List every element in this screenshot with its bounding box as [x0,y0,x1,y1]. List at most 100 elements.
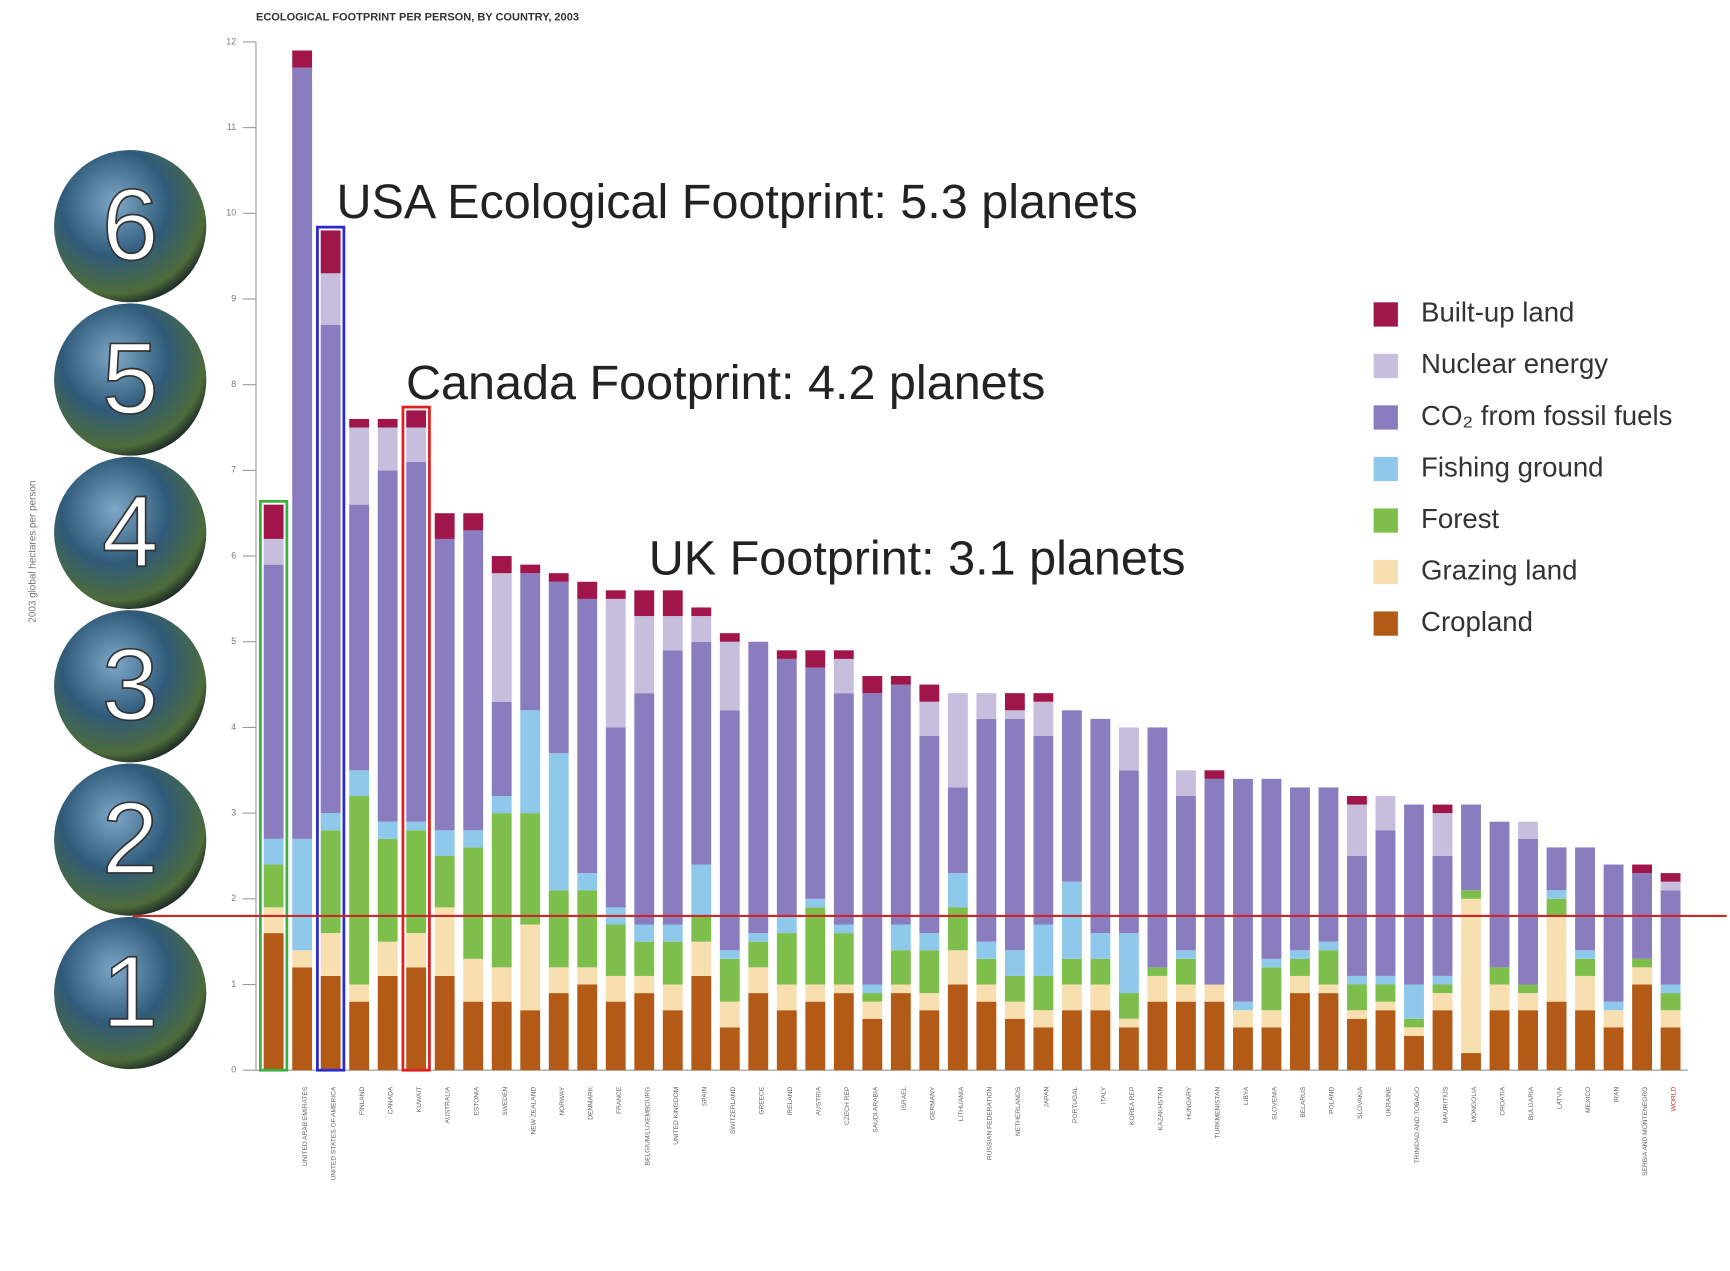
bar-segment [491,1001,512,1071]
bar-segment [1004,1018,1025,1071]
bar-segment [491,813,512,968]
bar-segment [520,710,541,814]
bar-segment [776,933,797,985]
bar-segment [1375,1001,1396,1011]
bar-segment [1204,770,1225,779]
x-tick-label: KOREA REP [1129,1086,1136,1125]
bar-segment [463,513,484,531]
bar-segment [1204,778,1225,985]
bar-segment [1290,975,1310,994]
y-tick-label: 1 [231,979,236,989]
bar-segment [1118,1027,1139,1071]
y-tick-label: 8 [231,379,236,389]
bar-segment [1546,1001,1567,1071]
bar-segment [776,650,797,659]
bar-segment [1318,993,1339,1071]
bar-segment [1432,813,1453,856]
bar-segment [1660,890,1681,985]
y-tick-label: 6 [231,550,236,560]
bar-segment [377,418,398,428]
bar-segment [1432,984,1453,994]
bar-segment [862,984,883,994]
bar-segment [1546,890,1567,899]
bar-segment [320,975,341,1071]
bar-segment [1318,984,1339,994]
bar-segment [890,924,911,951]
bar-segment [320,273,341,325]
bar-segment [1147,975,1168,1002]
bar-segment [1175,795,1196,951]
bar-segment [320,324,341,814]
bar-segment [320,933,341,976]
x-tick-label: AUSTRIA [815,1086,822,1115]
planet [54,456,207,610]
y-tick-label: 4 [231,722,236,732]
x-tick-label: HUNGARY [1186,1086,1193,1120]
bar-segment [1575,958,1595,976]
bar-segment [1432,804,1453,814]
annotation: Canada Footprint: 4.2 planets [406,356,1045,410]
bar-segment [634,975,655,994]
bar-segment [320,813,341,831]
bar-segment [548,573,569,582]
bar-segment [406,933,427,968]
bar-segment [1489,821,1510,968]
legend-swatch [1373,559,1398,585]
bar-segment [947,984,968,1071]
bar-segment [292,67,313,839]
bar-segment [577,967,598,985]
bar-segment [719,641,740,711]
bar-segment [748,933,769,942]
bar-segment [1575,975,1595,1011]
bar-segment [1375,830,1396,976]
bar-segment [1518,993,1538,1011]
x-tick-label: UKRAINE [1386,1086,1393,1116]
bar-segment [463,847,484,959]
bar-segment [1033,701,1054,737]
bar-segment [691,941,712,976]
x-tick-label: DENMARK [587,1086,594,1120]
planet [54,150,207,303]
x-tick-label: CANADA [388,1086,395,1114]
bar-segment [349,1001,370,1071]
bar-segment [1489,1010,1510,1071]
bar-segment [463,530,484,831]
x-tick-label: WORLD [1671,1087,1678,1112]
bar-segment [605,590,626,599]
bar-segment [434,907,455,976]
legend-label: Cropland [1421,606,1533,637]
x-tick-label: BULGARIA [1528,1086,1535,1120]
x-tick-label: SPAIN [701,1087,708,1107]
x-tick-label: ISRAEL [901,1086,908,1110]
bar-segment [463,958,484,1002]
bar-segment [1147,727,1168,968]
bar-segment [1660,993,1681,1011]
bar-segment [548,890,569,968]
x-tick-label: IRELAND [787,1087,794,1116]
bar-segment [434,513,455,539]
bar-segment [1660,1027,1681,1071]
legend-swatch [1373,508,1398,533]
bar-segment [1090,984,1111,1011]
bar-segment [1175,950,1196,959]
bar-segment [947,787,968,874]
legend-swatch [1373,302,1398,327]
highlight-box [316,225,346,1072]
bar-segment [1233,778,1253,1002]
planet-count: 5 [102,321,158,435]
planet-count: 2 [102,781,158,895]
bar-segment [634,616,655,694]
legend-swatch [1373,405,1398,430]
bar-segment [919,993,940,1011]
bar-segment [805,898,826,908]
bar-segment [349,984,370,1002]
bar-segment [919,933,940,951]
bar-segment [1090,933,1111,959]
bar-segment [548,993,569,1071]
bar-segment [1033,1010,1054,1028]
bar-segment [1318,941,1339,951]
bar-segment [833,650,854,659]
bar-segment [377,975,398,1071]
bar-segment [1489,984,1510,1011]
x-tick-label: AUSTRALIA [445,1086,452,1123]
